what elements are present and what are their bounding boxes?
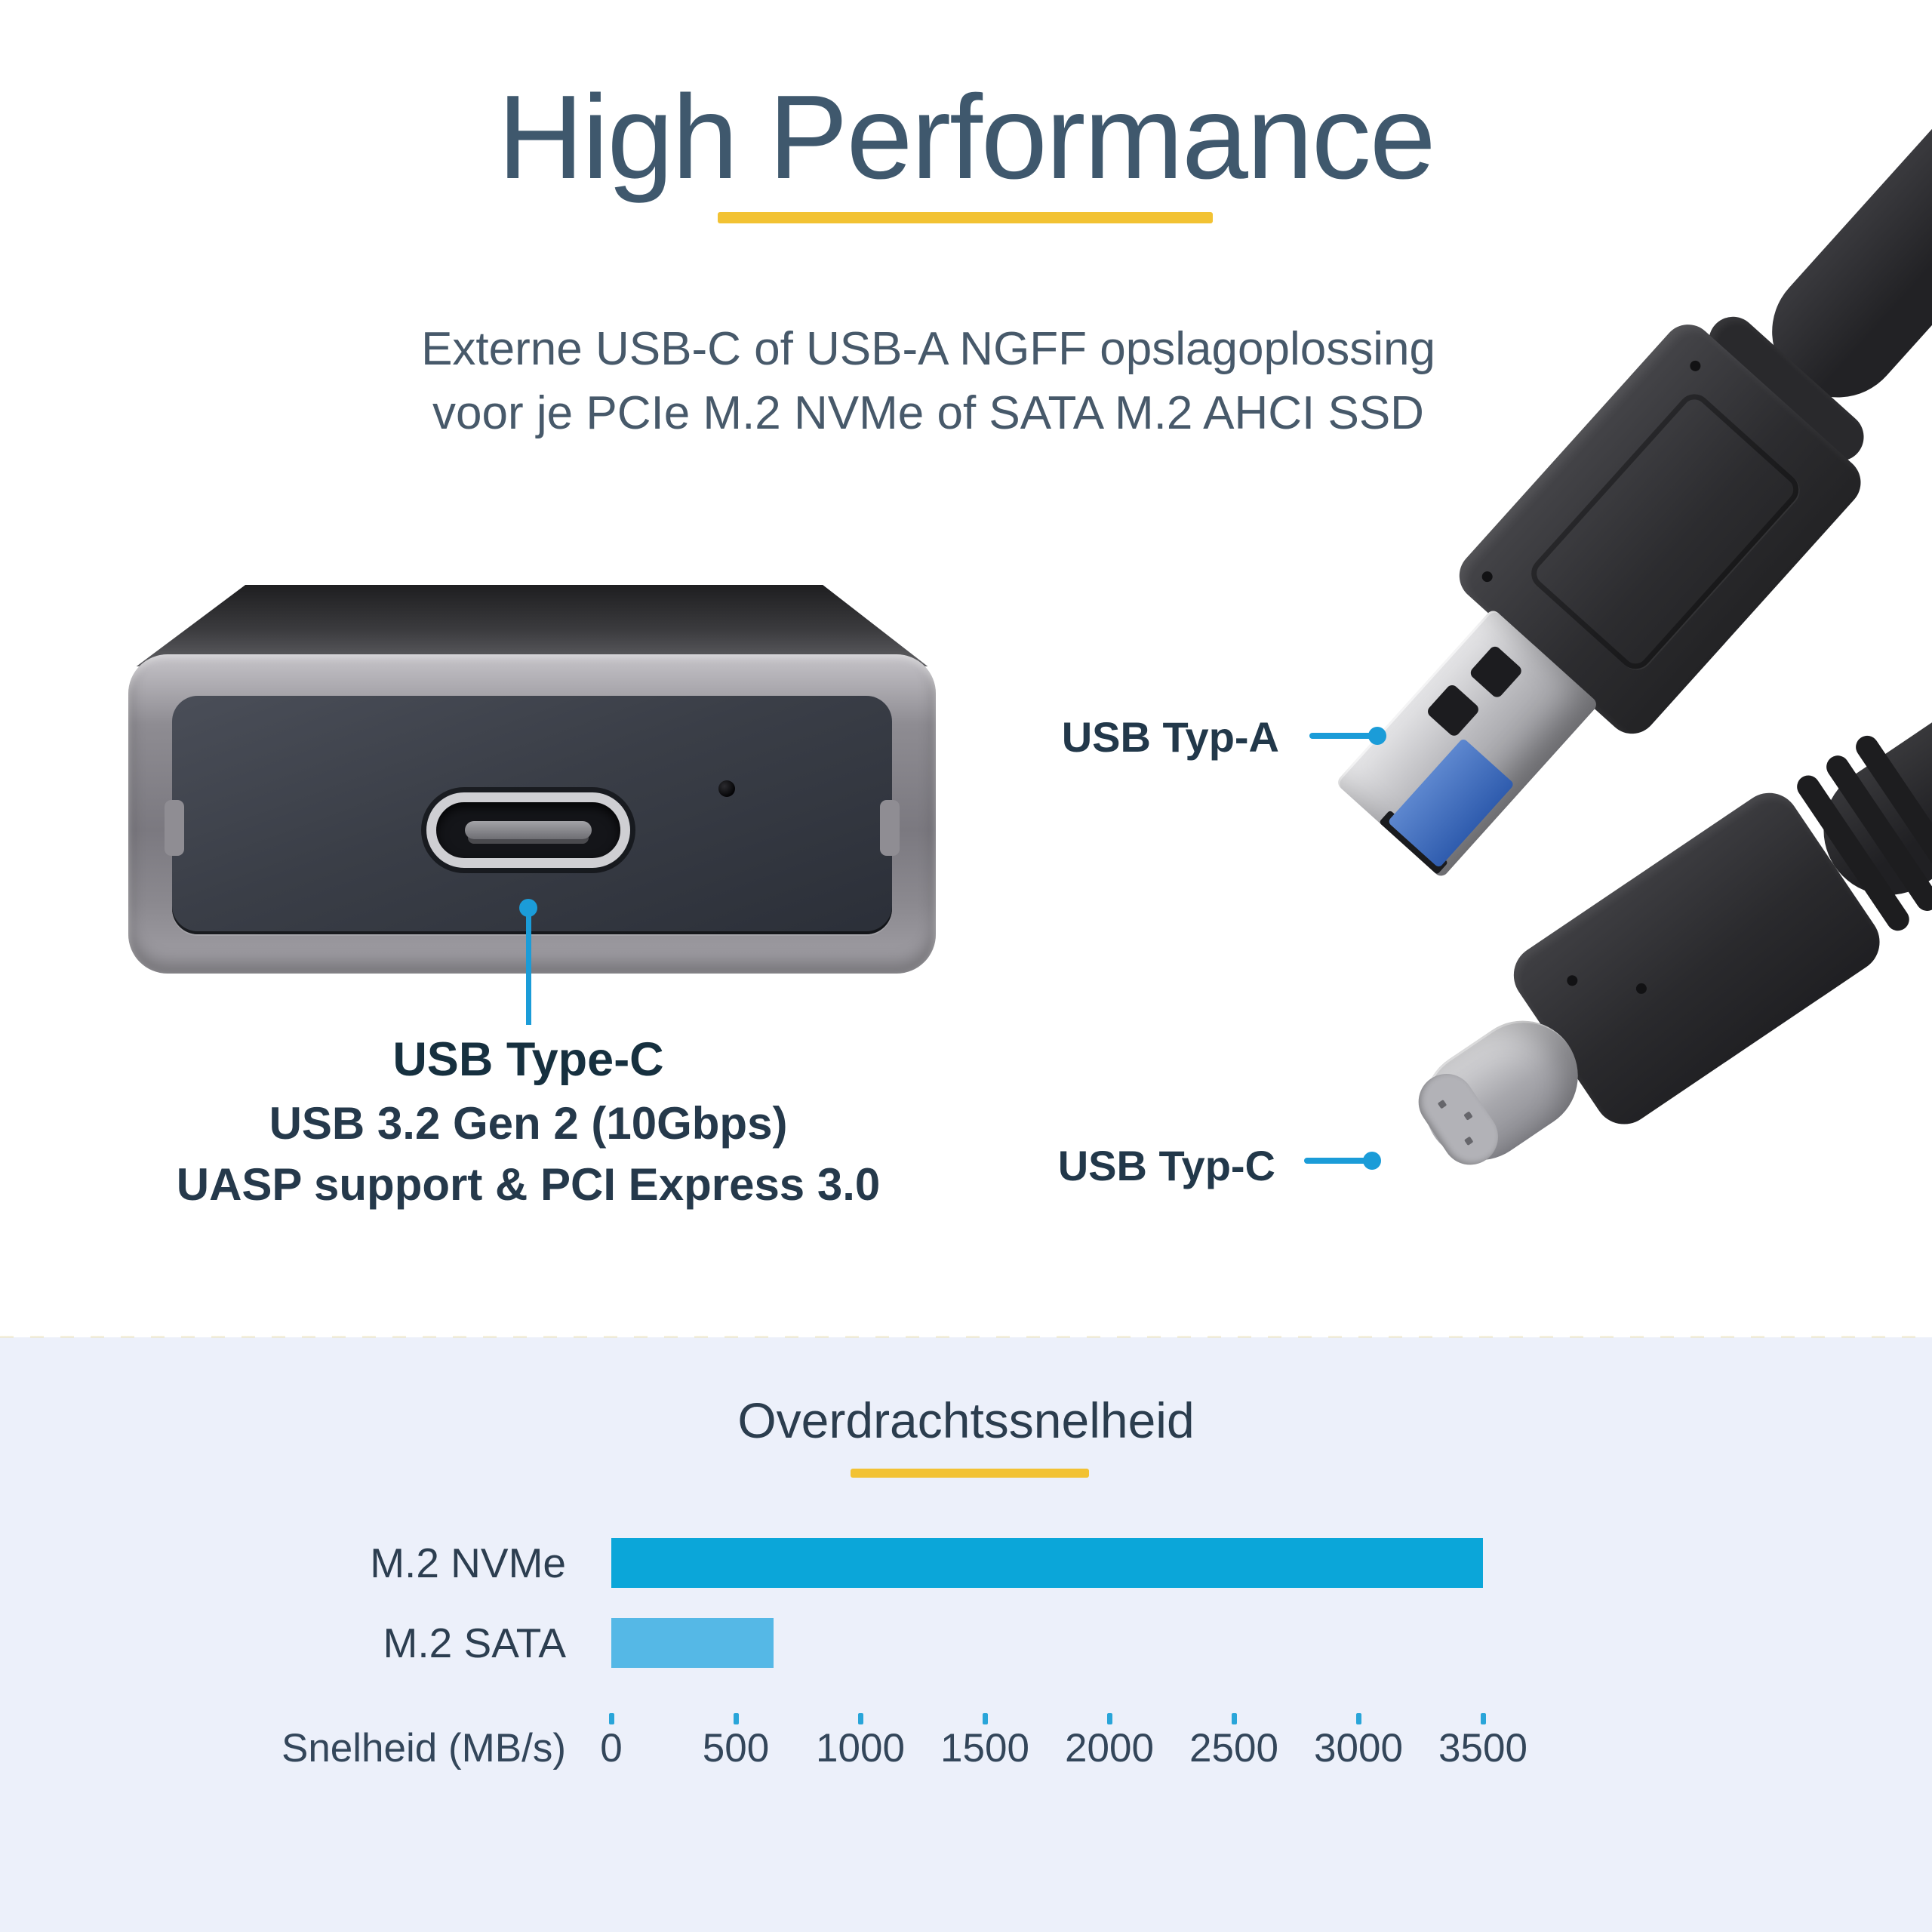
page-title: High Performance — [497, 71, 1435, 204]
mold-dimple — [1479, 569, 1495, 584]
mold-dimple — [1634, 981, 1649, 996]
x-tick-label-1000: 1000 — [816, 1726, 905, 1770]
usb-c-pointer-dot2 — [1363, 1152, 1381, 1170]
usb-c-tip-face — [1407, 1063, 1509, 1176]
x-tick-mark-0 — [609, 1713, 614, 1724]
x-axis-label: Snelheid (MB/s) — [281, 1726, 566, 1770]
bar-m-2-nvme — [611, 1538, 1483, 1588]
caption-title: USB Type-C — [392, 1033, 664, 1086]
x-tick-mark-2500 — [1232, 1713, 1237, 1724]
usb-c-pointer-line — [1304, 1158, 1374, 1164]
usb-a-pointer-dot — [1368, 727, 1386, 745]
x-tick-label-1500: 1500 — [940, 1726, 1029, 1770]
subtitle: Externe USB-C of USB-A NGFF opslagoploss… — [340, 317, 1517, 445]
transfer-speed-section: Overdrachtssnelheid Snelheid (MB/s) M.2 … — [0, 1336, 1932, 1932]
mold-dimple — [1564, 973, 1580, 989]
x-tick-label-3500: 3500 — [1438, 1726, 1527, 1770]
usb-c-port — [426, 792, 630, 868]
usb-a-pointer-line — [1309, 733, 1382, 739]
x-tick-label-2500: 2500 — [1189, 1726, 1278, 1770]
x-tick-mark-500 — [734, 1713, 739, 1724]
enclosure-caption: USB Type-C USB 3.2 Gen 2 (10Gbps) UASP s… — [151, 1032, 906, 1211]
enclosure-notch-right — [880, 800, 900, 856]
usb-a-shell-hole — [1468, 644, 1524, 700]
chart-title: Overdrachtssnelheid — [737, 1392, 1195, 1448]
subtitle-line-1: Externe USB-C of USB-A NGFF opslagoploss… — [421, 323, 1435, 375]
bar-label-m-2-sata: M.2 SATA — [383, 1620, 566, 1666]
usb-a-label: USB Typ-A — [1061, 713, 1279, 761]
enclosure-notch-left — [165, 800, 184, 856]
x-tick-mark-3000 — [1356, 1713, 1361, 1724]
subtitle-line-2: voor je PCIe M.2 NVMe of SATA M.2 AHCI S… — [432, 387, 1424, 439]
mold-dimple — [1687, 358, 1703, 374]
caption-line-2: USB 3.2 Gen 2 (10Gbps) — [269, 1098, 788, 1149]
usb-a-blue-tongue — [1387, 737, 1515, 869]
x-tick-mark-1500 — [983, 1713, 988, 1724]
usb-a-shell-hole — [1425, 682, 1481, 739]
x-tick-mark-1000 — [858, 1713, 863, 1724]
enclosure-top-surface — [136, 585, 928, 666]
x-tick-label-2000: 2000 — [1065, 1726, 1154, 1770]
x-tick-label-0: 0 — [600, 1726, 623, 1770]
x-tick-mark-2000 — [1107, 1713, 1112, 1724]
ssd-enclosure-photo — [128, 585, 936, 974]
x-tick-label-500: 500 — [702, 1726, 770, 1770]
caption-line-3: UASP support & PCI Express 3.0 — [176, 1159, 881, 1210]
usb-c-pointer-line — [526, 912, 531, 1025]
usb-c-label: USB Typ-C — [1057, 1142, 1275, 1189]
x-tick-mark-3500 — [1481, 1713, 1486, 1724]
usb-a-logo-emboss — [1524, 387, 1806, 676]
led-indicator-hole — [718, 780, 735, 797]
bar-m-2-sata — [611, 1618, 774, 1668]
bar-label-m-2-nvme: M.2 NVMe — [370, 1540, 566, 1586]
title-underline — [718, 212, 1213, 223]
speed-bar-chart: Snelheid (MB/s) M.2 NVMe M.2 SATA 0 500 1000… — [0, 1337, 1932, 1932]
x-tick-label-3000: 3000 — [1314, 1726, 1403, 1770]
chart-title-underline — [851, 1469, 1089, 1478]
usb-c-port-tongue — [465, 821, 592, 839]
